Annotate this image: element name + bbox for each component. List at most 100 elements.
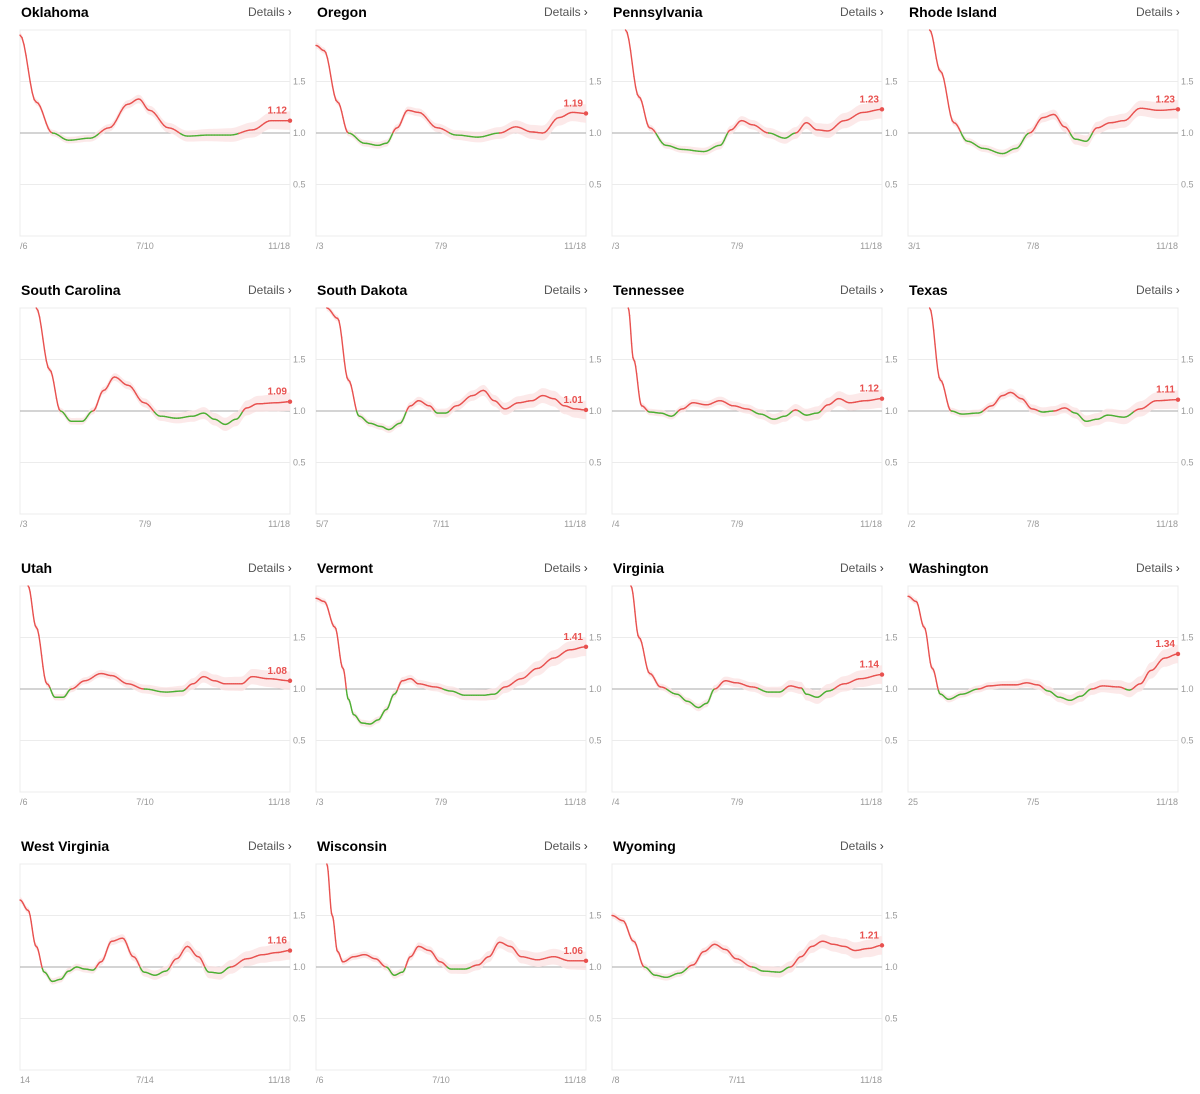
last-value-label: 1.09 xyxy=(268,387,288,398)
x-tick-label: /4 xyxy=(612,797,620,807)
rt-line-segment-above xyxy=(351,385,352,391)
rt-line-segment-above xyxy=(935,344,936,358)
rt-line-segment-above xyxy=(632,588,633,594)
rt-line-segment-above xyxy=(46,361,48,368)
last-value-label: 1.16 xyxy=(268,936,288,947)
x-tick-label: 11/18 xyxy=(860,519,882,529)
y-tick-label: 1.5 xyxy=(885,633,898,643)
rt-line-segment-above xyxy=(343,118,344,124)
rt-line-segment-above xyxy=(346,684,347,690)
y-tick-label: 1.5 xyxy=(293,911,306,921)
y-tick-label: 1.5 xyxy=(589,77,602,87)
rt-line-segment-above xyxy=(327,58,329,66)
rt-line-segment-above xyxy=(335,934,336,941)
x-tick-label: 7/8 xyxy=(1027,241,1040,251)
x-tick-label: 11/18 xyxy=(268,241,290,251)
uncertainty-band xyxy=(316,595,586,727)
y-tick-label: 1.5 xyxy=(1181,77,1194,87)
rt-line-segment-above xyxy=(636,622,637,630)
last-value-point xyxy=(1176,652,1180,656)
rt-line-segment-above xyxy=(643,649,644,656)
x-tick-label: 14 xyxy=(20,1075,30,1085)
x-tick-label: 11/18 xyxy=(564,1075,586,1085)
rt-line-segment-above xyxy=(329,66,331,76)
x-tick-label: 11/18 xyxy=(564,241,586,251)
rt-line-segment-above xyxy=(944,79,946,87)
y-tick-label: 1.5 xyxy=(589,633,602,643)
rt-line-segment-above xyxy=(340,327,341,337)
rt-line-segment-above xyxy=(640,399,641,404)
rt-line-segment-above xyxy=(947,97,949,107)
rt-line-segment-above xyxy=(39,635,40,644)
y-tick-label: 0.5 xyxy=(885,458,898,468)
x-tick-label: 11/18 xyxy=(268,1075,290,1085)
x-tick-label: /6 xyxy=(316,1075,324,1085)
y-tick-label: 1.5 xyxy=(885,77,898,87)
rt-line-segment-above xyxy=(342,112,343,118)
rt-line-segment-above xyxy=(33,935,34,941)
rt-line-segment-above xyxy=(642,101,643,106)
y-tick-label: 0.5 xyxy=(589,1014,602,1024)
rt-line-segment-below xyxy=(346,690,347,695)
x-tick-label: /3 xyxy=(20,519,28,529)
last-value-point xyxy=(584,111,588,115)
x-tick-label: 11/18 xyxy=(268,797,290,807)
rt-line-segment-above xyxy=(945,87,947,97)
y-tick-label: 0.5 xyxy=(1181,180,1194,190)
y-tick-label: 0.5 xyxy=(589,180,602,190)
rt-line-segment-above xyxy=(344,123,345,128)
rt-line-segment-above xyxy=(629,310,630,316)
rt-line-segment-above xyxy=(55,390,56,398)
rt-line-segment-above xyxy=(334,921,335,927)
rt-line-segment-above xyxy=(936,681,937,686)
last-value-point xyxy=(1176,107,1180,111)
last-value-point xyxy=(880,672,884,676)
rt-line-segment-above xyxy=(935,51,936,59)
uncertainty-band xyxy=(20,897,290,985)
rt-line-segment-above xyxy=(44,118,46,124)
x-tick-label: /8 xyxy=(612,1075,620,1085)
rt-line-segment-above xyxy=(339,648,340,656)
y-tick-label: 0.5 xyxy=(885,180,898,190)
rt-line-segment-above xyxy=(352,391,353,398)
rt-line-segment-above xyxy=(932,36,933,43)
last-value-label: 1.12 xyxy=(268,106,288,117)
rt-line-segment-above xyxy=(39,954,40,959)
last-value-point xyxy=(584,408,588,412)
x-tick-label: /6 xyxy=(20,797,28,807)
x-tick-label: /6 xyxy=(20,241,28,251)
rt-line-segment-above xyxy=(636,87,638,94)
rt-line-segment-above xyxy=(338,640,339,648)
x-tick-label: 11/18 xyxy=(860,1075,882,1085)
rt-line-segment-above xyxy=(632,63,634,76)
rt-line-segment-above xyxy=(331,76,333,86)
x-tick-label: 7/11 xyxy=(729,1075,746,1085)
rt-line-segment-above xyxy=(40,317,42,327)
rt-line-segment-above xyxy=(636,366,637,374)
y-tick-label: 0.5 xyxy=(293,1014,306,1024)
rt-line-segment-above xyxy=(26,56,28,69)
rt-line-segment-above xyxy=(30,592,31,599)
y-tick-label: 0.5 xyxy=(293,180,306,190)
y-tick-label: 1.0 xyxy=(1181,128,1194,138)
y-tick-label: 1.0 xyxy=(885,684,898,694)
x-tick-label: 7/8 xyxy=(1027,519,1040,529)
rt-line-segment-above xyxy=(632,352,633,358)
rt-line-segment-above xyxy=(31,921,32,928)
rt-line-segment-above xyxy=(342,337,343,349)
rt-line-segment-above xyxy=(32,607,33,615)
y-tick-label: 1.5 xyxy=(1181,633,1194,643)
rt-line-segment-above xyxy=(631,51,633,64)
last-value-label: 1.34 xyxy=(1156,639,1176,650)
rt-line-segment-above xyxy=(329,880,330,890)
y-tick-label: 1.0 xyxy=(1181,684,1194,694)
rt-line-segment-above xyxy=(32,928,33,935)
y-tick-label: 1.0 xyxy=(885,406,898,416)
